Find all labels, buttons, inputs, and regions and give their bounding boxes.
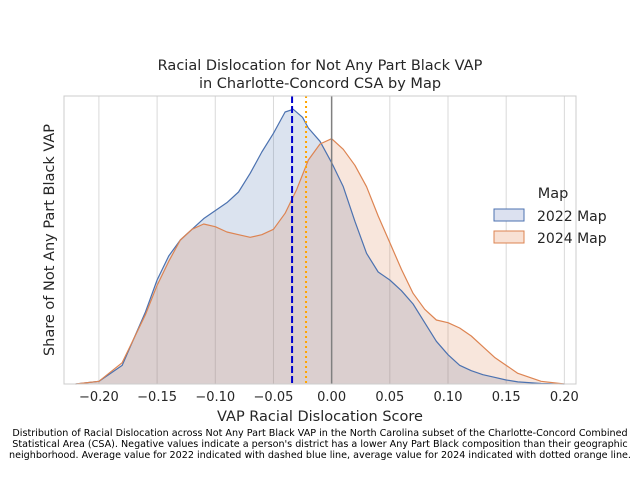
- x-tick-labels: −0.20 −0.15 −0.10 −0.05 0.00 0.05 0.10 0.15 0.20: [79, 390, 579, 405]
- density-areas: [75, 108, 565, 385]
- chart-title-line-1: Racial Dislocation for Not Any Part Blac…: [158, 58, 483, 74]
- legend-title: Map: [538, 186, 569, 202]
- legend: Map 2022 Map 2024 Map: [493, 186, 607, 247]
- plot-frame: [63, 95, 577, 385]
- legend-swatch-2024: [493, 230, 525, 244]
- x-tick-label: −0.05: [254, 390, 294, 405]
- x-tick-label: 0.10: [434, 390, 463, 405]
- legend-label-2024: 2024 Map: [537, 231, 607, 247]
- density-line-2024-map: [75, 138, 565, 385]
- x-tick-label: −0.20: [79, 390, 119, 405]
- x-tick-label: 0.15: [492, 390, 521, 405]
- x-tick-label: −0.15: [137, 390, 177, 405]
- density-fill-2022-map: [75, 109, 565, 384]
- density-fill-2024-map: [75, 138, 565, 384]
- chart-title-line-2: in Charlotte-Concord CSA by Map: [199, 76, 441, 92]
- reference-lines: [291, 96, 333, 384]
- legend-swatch-2022: [493, 208, 525, 222]
- x-tick-label: −0.10: [195, 390, 235, 405]
- legend-label-2022: 2022 Map: [537, 209, 607, 225]
- x-axis-label: VAP Racial Dislocation Score: [217, 409, 423, 425]
- x-tick-label: 0.20: [550, 390, 579, 405]
- kde-chart: −0.20 −0.15 −0.10 −0.05 0.00 0.05 0.10 0.15 0.20…: [42, 58, 607, 425]
- x-tick-label: 0.05: [375, 390, 404, 405]
- figure-caption: Distribution of Racial Dislocation acros…: [9, 428, 631, 461]
- x-tick-label: 0.00: [317, 390, 346, 405]
- y-axis-label: Share of Not Any Part Black VAP: [42, 124, 58, 356]
